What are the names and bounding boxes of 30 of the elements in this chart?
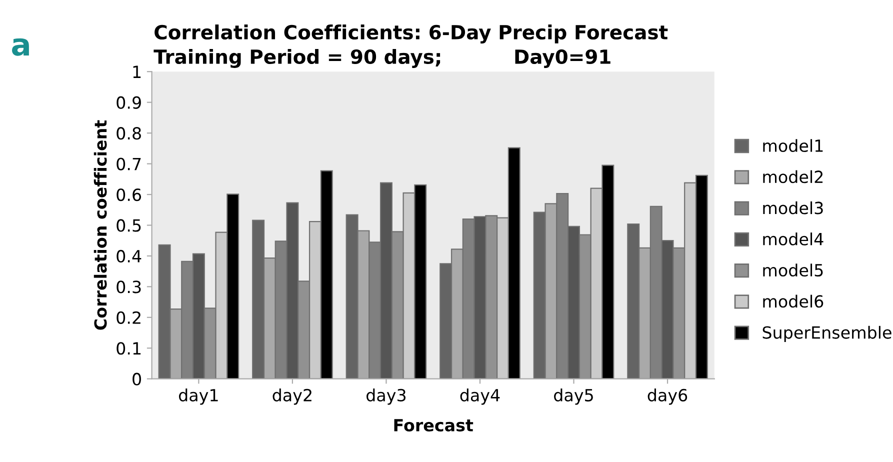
- legend-label: SuperEnsemble: [762, 326, 892, 342]
- text: Day0=91: [515, 49, 610, 68]
- chart-title: Correlation Coefficients: 6-Day Precip Forecast: [154, 24, 668, 44]
- x-tick-label: day6: [648, 388, 688, 405]
- legend-label: model6: [763, 294, 824, 308]
- y-tick-label: 0.9: [116, 96, 141, 109]
- y-tick-label: 0.1: [116, 342, 141, 355]
- y-axis-title: Correlation coefficient: [94, 120, 107, 330]
- y-tick-label: 0.5: [116, 219, 141, 232]
- x-tick-label: day4: [460, 388, 500, 405]
- y-tick-label: 0.8: [116, 127, 141, 140]
- legend-label: model5: [763, 264, 823, 277]
- x-axis-title: Forecast: [394, 419, 474, 432]
- legend-label: model3: [763, 201, 823, 214]
- y-tick-label: 0.6: [116, 188, 142, 202]
- legend-label: model2: [763, 170, 823, 184]
- y-tick-label: 0.3: [116, 280, 141, 294]
- legend-label: model1: [763, 139, 823, 152]
- x-tick-label: day3: [366, 388, 406, 405]
- y-tick-label: 0.4: [116, 250, 142, 263]
- y-tick-label: 0.7: [116, 158, 141, 170]
- x-tick-label: day1: [178, 388, 218, 405]
- text: a: [12, 38, 29, 56]
- x-tick-label: day5: [554, 388, 593, 405]
- chart-subtitle: Training Period = 90 days;: [154, 48, 440, 68]
- y-tick-label: 0: [132, 372, 141, 386]
- x-tick-label: day2: [272, 388, 312, 405]
- y-tick-label: 1: [133, 66, 141, 78]
- y-tick-label: 0.2: [116, 311, 140, 324]
- legend-label: model4: [763, 232, 824, 246]
